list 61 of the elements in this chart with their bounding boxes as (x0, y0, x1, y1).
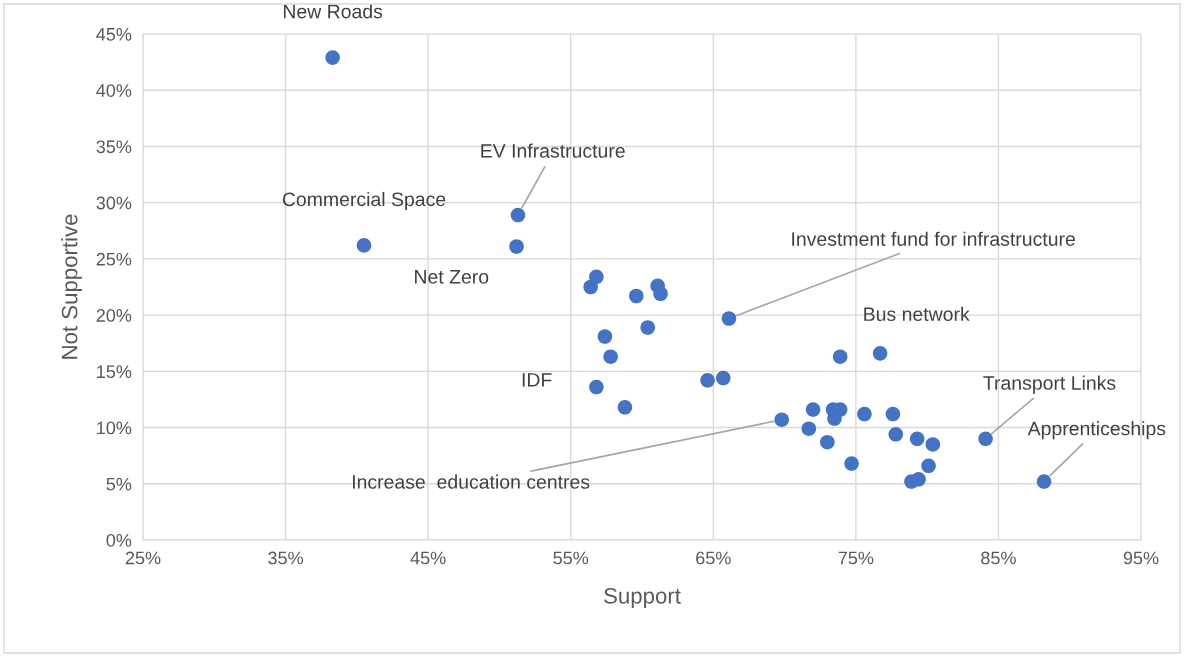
point (597, 329, 613, 344)
point (653, 286, 668, 302)
point (911, 472, 926, 487)
y-tick-label: 0% (106, 533, 132, 547)
point (885, 406, 901, 422)
y-tick-label: 20% (96, 309, 132, 322)
annotation: Commercial Space (282, 191, 446, 211)
annotation: IDF (522, 373, 552, 387)
y-tick-label: 10% (97, 421, 132, 435)
point (617, 400, 633, 415)
x-tick-label: 65% (696, 551, 731, 565)
point (700, 373, 715, 388)
point (715, 370, 731, 386)
y-tick-label: 45% (96, 28, 132, 41)
x-tick-label: 95% (1123, 551, 1159, 565)
annotation: Bus network (864, 306, 970, 322)
annotation: Net Zero (415, 270, 489, 284)
annotation: Apprenticeships (1027, 421, 1166, 440)
point (721, 311, 737, 326)
x-tick-label: 85% (981, 551, 1016, 565)
point (888, 427, 904, 442)
y-axis-title: Not Supportive (61, 214, 82, 359)
point (510, 207, 526, 223)
point (844, 456, 859, 471)
annotation: Transport Links (983, 375, 1116, 394)
x-tick-label: 45% (410, 551, 446, 565)
point (872, 346, 888, 361)
point (589, 269, 604, 285)
y-tick-label: 35% (96, 140, 132, 154)
point (857, 406, 872, 422)
point (832, 349, 848, 364)
point (629, 288, 644, 304)
x-tick-label: 75% (838, 551, 874, 565)
annotation: New Roads (283, 4, 383, 19)
point (640, 320, 655, 335)
point (978, 431, 993, 447)
x-tick-label: 25% (125, 551, 161, 565)
point (589, 379, 604, 395)
x-tick-label: 35% (268, 551, 303, 565)
point (801, 421, 817, 436)
y-tick-label: 15% (97, 365, 132, 379)
point (603, 349, 618, 364)
point (925, 437, 941, 452)
point (805, 402, 821, 417)
x-axis-title: Support (604, 587, 681, 609)
y-tick-label: 30% (96, 196, 132, 210)
annotation: Investment fund for infrastructure (792, 231, 1075, 246)
annotation: EV Infrastructure (481, 143, 625, 158)
x-tick-label: 55% (553, 551, 589, 565)
y-tick-label: 5% (106, 477, 132, 491)
point (356, 238, 372, 253)
y-tick-label: 25% (96, 252, 132, 266)
point (909, 431, 925, 447)
point (509, 239, 524, 254)
point (820, 434, 835, 450)
point (1036, 474, 1052, 489)
point (774, 412, 789, 427)
point (921, 458, 936, 474)
y-tick-label: 40% (96, 84, 132, 97)
point (325, 50, 340, 65)
annotation: Increase education centres (352, 474, 590, 489)
